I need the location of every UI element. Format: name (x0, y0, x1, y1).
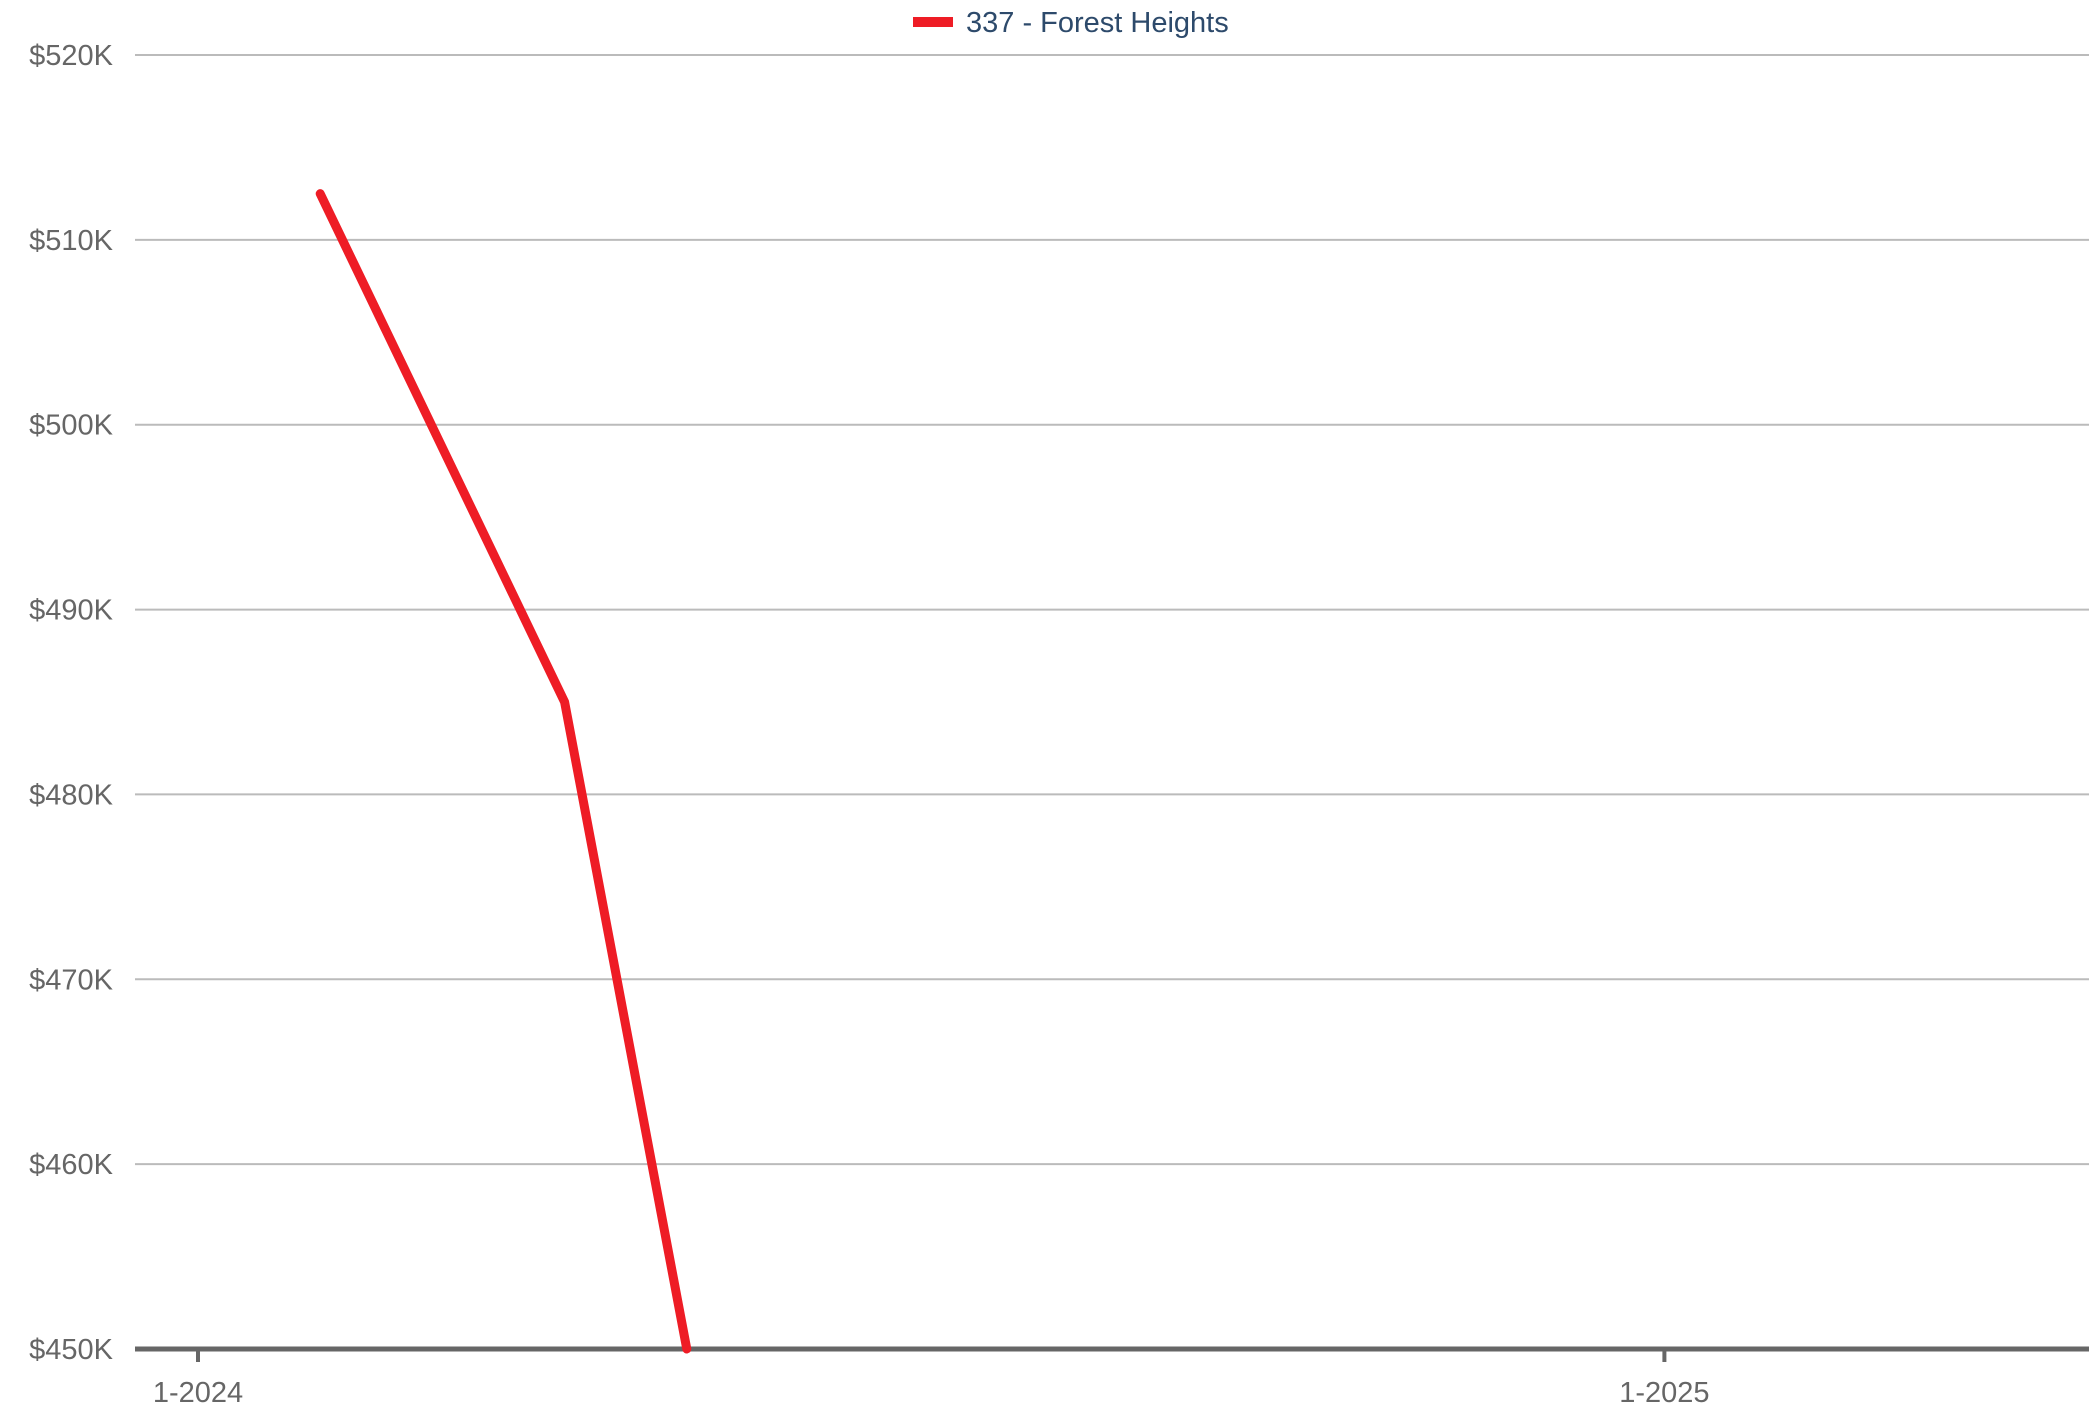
legend-item-label[interactable]: 337 - Forest Heights (966, 7, 1229, 39)
x-tick-label: 1-2025 (1619, 1377, 1709, 1409)
x-axis: 1-2024 1-2025 (135, 1346, 2089, 1409)
legend[interactable]: 337 - Forest Heights (913, 7, 1229, 39)
y-tick-label: $490K (29, 595, 114, 627)
series-line[interactable] (315, 189, 692, 1354)
y-tick-label: $460K (29, 1149, 114, 1181)
y-tick-label: $510K (29, 225, 114, 257)
y-tick-label: $470K (29, 964, 114, 996)
series-lines (315, 189, 692, 1354)
x-tick-label: 1-2024 (153, 1377, 243, 1409)
grid-lines (135, 54, 2089, 1166)
y-axis: $450K $460K $470K $480K $490K $500K $510K $520K (29, 40, 114, 1366)
y-tick-label: $480K (29, 779, 114, 811)
y-tick-label: $450K (29, 1334, 114, 1366)
y-tick-label: $520K (29, 40, 114, 72)
y-tick-label: $500K (29, 410, 114, 442)
